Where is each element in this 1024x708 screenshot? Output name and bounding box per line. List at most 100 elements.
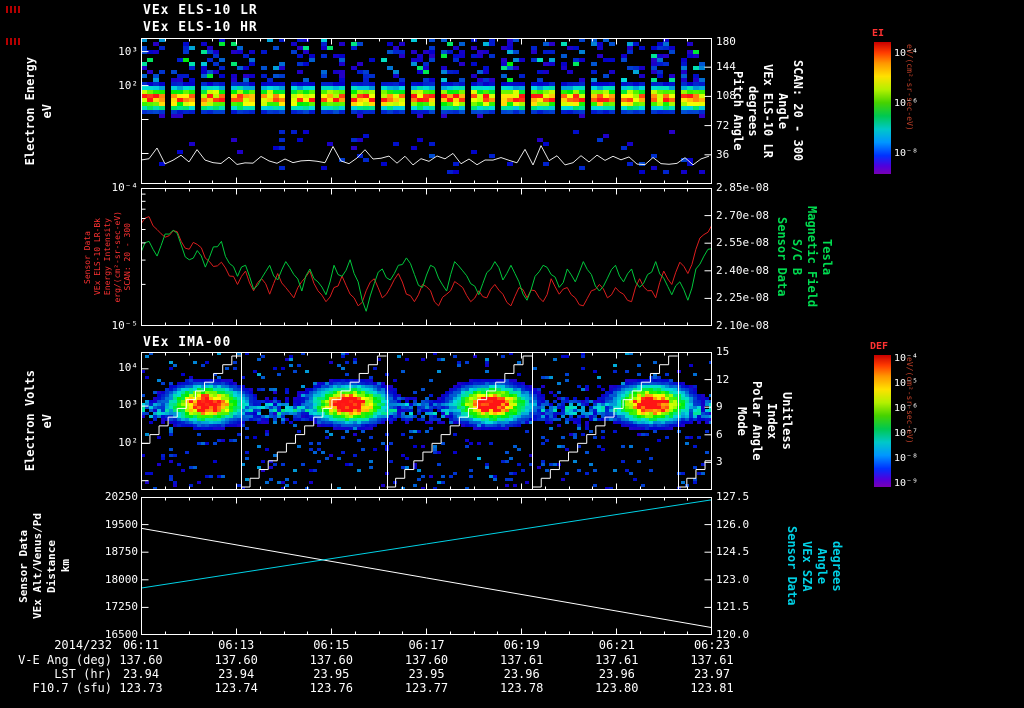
els-colorbar — [874, 42, 891, 174]
ima-right-tick: 15 — [716, 345, 730, 358]
table-value: 123.80 — [595, 681, 639, 695]
time-tick-label: 06:11 — [122, 638, 160, 652]
orbit-left-tick: 16500 — [104, 628, 138, 641]
table-value: 123.74 — [214, 681, 258, 695]
els-right-axis-label-line: Pitch Angle — [731, 71, 745, 151]
table-value: 137.60 — [309, 653, 353, 667]
ima-colorbar — [874, 355, 891, 487]
table-value: 123.73 — [119, 681, 163, 695]
table-value: 23.95 — [313, 667, 350, 681]
magnetic-field-intensity-plot — [141, 188, 712, 326]
table-row-label: LST (hr) — [54, 667, 112, 681]
orbit-right-axis-label-line: VEx SZA — [800, 540, 814, 592]
ima-left-tick: 10² — [118, 435, 138, 449]
ima-colorbar-tick: 10⁻⁴ — [894, 353, 919, 364]
date-label: 2014/232 — [54, 638, 112, 652]
orbit-left-axis-label: Sensor Data VEx Alt/Venus/Pd Distance km — [17, 497, 72, 635]
els-spectrogram-plot — [141, 38, 712, 184]
orbit-left-tick: 19500 — [104, 517, 138, 531]
els-title-line2: VEx ELS-10 HR — [143, 20, 258, 35]
table-row-label: F10.7 (sfu) — [32, 681, 112, 695]
ima-title: VEx IMA-00 — [143, 335, 232, 350]
els-right-tick: 144 — [716, 60, 736, 74]
altitude-sza-plot — [141, 497, 712, 635]
ima-right-tick: 3 — [716, 455, 723, 469]
mag-left-tick: 10⁻⁴ — [111, 181, 139, 194]
els-colorbar-tick: 10⁻⁶ — [894, 98, 919, 109]
ima-right-axis-label-line: Mode — [735, 406, 749, 436]
ima-left-tick: 10⁴ — [118, 361, 138, 374]
table-value: 23.94 — [218, 667, 255, 681]
mag-right-tick: 2.10e-08 — [716, 319, 769, 332]
ima-right-axis-label-line: Unitless — [780, 392, 794, 450]
table-row-label: V-E Ang (deg) — [18, 653, 112, 667]
ima-left-axis-label-line: eV — [40, 413, 54, 429]
els-left-tick: 10² — [118, 79, 138, 92]
ima-right-axis-label: Mode Polar Angle Index Unitless — [735, 352, 794, 490]
ima-left-tick: 10³ — [118, 398, 138, 412]
mag-left-axis-label-line: Sensor Data — [83, 230, 92, 284]
ima-colorbar-title: DEF — [870, 341, 889, 352]
time-tick-label: 06:15 — [313, 638, 350, 652]
mag-right-tick: 2.85e-08 — [716, 181, 769, 194]
els-right-tick: 36 — [716, 147, 730, 161]
orbit-right-tick: 121.5 — [716, 600, 750, 614]
ima-right-tick: 12 — [716, 372, 730, 386]
orbit-left-tick: 18750 — [104, 545, 138, 559]
orbit-right-tick: 127.5 — [716, 490, 750, 503]
orbit-left-axis-label-line: km — [59, 559, 72, 573]
els-right-tick: 180 — [716, 35, 736, 48]
table-value: 23.95 — [408, 667, 445, 681]
table-value: 137.60 — [404, 653, 449, 667]
mag-left-axis-label: Sensor Data VEx ELS-10 LR-Bk Energy Intens… — [83, 188, 132, 326]
orbit-right-tick: 120.0 — [716, 628, 750, 641]
time-tick-label: 06:23 — [693, 638, 731, 652]
mag-left-axis-label-line: erg/(cm²-sr-sec-eV) — [113, 211, 122, 303]
ima-right-tick: 9 — [716, 400, 723, 414]
table-value: 137.60 — [214, 653, 258, 667]
els-right-axis-label: Pitch Angle degrees VEx ELS-10 LR Angle SCAN… — [731, 38, 805, 184]
ima-right-axis-label-line: Polar Angle — [750, 381, 764, 461]
ima-right-axis-label-line: Index — [765, 402, 779, 440]
mag-left-axis-label-line: Energy Intensity — [103, 218, 112, 296]
orbit-right-tick: 124.5 — [716, 545, 750, 559]
time-tick-label: 06:21 — [598, 638, 635, 652]
table-value: 137.61 — [595, 653, 639, 667]
table-value: 137.60 — [119, 653, 163, 667]
table-value: 23.96 — [598, 667, 635, 681]
ima-right-tick: 6 — [716, 427, 723, 441]
orbit-left-axis-label-line: Distance — [45, 539, 58, 593]
orbit-left-tick: 17250 — [104, 600, 138, 614]
time-tick-label: 06:13 — [218, 638, 255, 652]
table-value: 123.76 — [309, 681, 353, 695]
els-colorbar-title: EI — [872, 28, 885, 39]
mag-right-axis-label-line: Magnetic Field — [805, 206, 819, 308]
orbit-right-axis-label-line: degrees — [830, 540, 844, 592]
orbit-right-tick: 126.0 — [716, 517, 750, 531]
ima-colorbar-tick: 10⁻⁵ — [894, 378, 919, 389]
mag-right-tick: 2.40e-08 — [716, 263, 769, 277]
orbit-right-tick: 123.0 — [716, 572, 750, 586]
orbit-left-tick: 20250 — [104, 490, 138, 503]
ima-colorbar-tick: 10⁻⁸ — [894, 453, 919, 464]
orbit-left-tick: 18000 — [104, 572, 138, 586]
mag-right-axis-label-line: S/C B — [790, 238, 804, 276]
mag-right-tick: 2.55e-08 — [716, 236, 769, 250]
table-value: 137.61 — [499, 653, 544, 667]
mag-right-axis-label: Sensor Data S/C B Magnetic Field Tesla — [775, 188, 834, 326]
orbit-right-axis-label: Sensor Data VEx SZA Angle degrees — [785, 497, 844, 635]
els-left-axis-label-line: eV — [40, 103, 54, 119]
els-title-line1: VEx ELS-10 LR — [143, 3, 258, 18]
mag-right-tick: 2.25e-08 — [716, 291, 769, 305]
mag-left-axis-label-line: SCAN: 20 - 300 — [123, 223, 132, 291]
els-right-tick: 108 — [716, 89, 736, 103]
orbit-right-axis-label-line: Sensor Data — [785, 526, 799, 606]
els-right-axis-label-line: SCAN: 20 - 300 — [791, 60, 805, 162]
time-tick-label: 06:19 — [503, 638, 540, 652]
table-value: 23.96 — [503, 667, 540, 681]
ima-colorbar-tick: 10⁻⁹ — [894, 478, 919, 489]
els-right-axis-label-line: VEx ELS-10 LR — [761, 64, 775, 158]
els-left-axis-label-line: Electron Energy — [23, 56, 37, 166]
orbit-left-axis-label-line: VEx Alt/Venus/Pd — [31, 513, 44, 619]
